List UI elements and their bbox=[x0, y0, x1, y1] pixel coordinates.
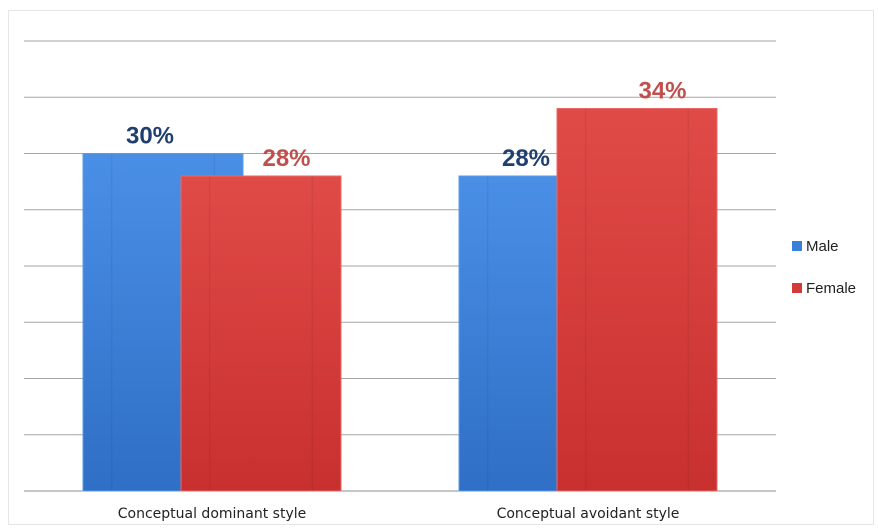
legend-item-male: Male bbox=[792, 236, 856, 256]
data-label-male-0: 30% bbox=[126, 123, 174, 150]
data-label-female-1: 34% bbox=[638, 78, 686, 105]
x-tick-label: Conceptual avoidant style bbox=[497, 506, 680, 522]
legend-item-female: Female bbox=[792, 278, 856, 298]
legend-label-male: Male bbox=[806, 237, 839, 255]
x-axis-ticks: Conceptual dominant style Conceptual avoi… bbox=[118, 506, 680, 522]
legend-label-female: Female bbox=[806, 279, 857, 297]
bar-female-0 bbox=[180, 175, 342, 492]
bars bbox=[82, 108, 718, 492]
bar-female-1 bbox=[556, 108, 718, 492]
data-labels: 30% 28% 28% 34% bbox=[126, 78, 687, 173]
data-label-male-1: 28% bbox=[502, 145, 550, 172]
x-tick-label: Conceptual dominant style bbox=[118, 506, 307, 522]
legend: Male Female bbox=[792, 236, 856, 320]
data-label-female-0: 28% bbox=[262, 145, 310, 172]
chart-frame bbox=[8, 10, 874, 525]
legend-swatch-female bbox=[792, 283, 802, 293]
legend-swatch-male bbox=[792, 241, 802, 251]
